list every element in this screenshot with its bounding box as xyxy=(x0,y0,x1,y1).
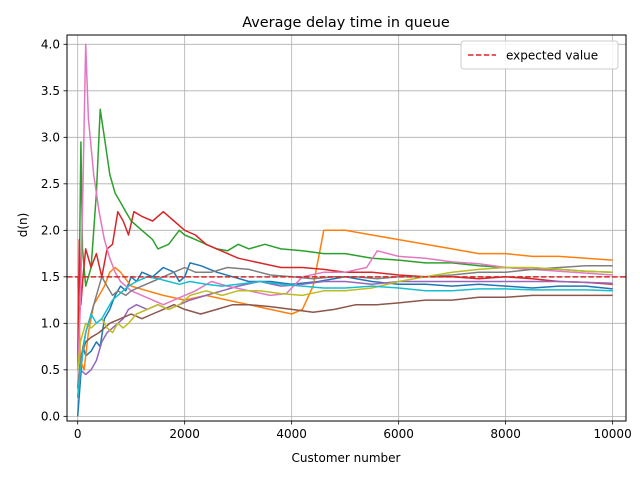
series-line-9 xyxy=(76,266,613,370)
chart-title: Average delay time in queue xyxy=(242,15,450,31)
y-tick-label: 1.5 xyxy=(41,270,60,284)
series-line-2 xyxy=(76,229,613,371)
series-line-6 xyxy=(76,294,613,389)
x-tick-label: 10000 xyxy=(594,427,632,441)
y-tick-label: 3.5 xyxy=(41,84,60,98)
legend-label-expected-value: expected value xyxy=(506,49,598,63)
axes-frame xyxy=(66,34,627,422)
plot-area xyxy=(67,43,626,417)
y-axis: 0.0 0.5 1.0 1.5 2.0 2.5 3.0 3.5 4.0 xyxy=(41,38,67,424)
x-tick-label: 4000 xyxy=(276,427,307,441)
series-line-3 xyxy=(76,108,613,370)
grid xyxy=(67,35,626,421)
series-line-5 xyxy=(76,280,613,398)
x-axis: 0 2000 4000 6000 8000 10000 xyxy=(74,421,632,441)
y-tick-label: 3.0 xyxy=(41,131,60,145)
y-tick-label: 2.5 xyxy=(41,177,60,191)
series-line-7 xyxy=(76,43,613,370)
y-tick-label: 2.0 xyxy=(41,224,60,238)
y-tick-label: 0.5 xyxy=(41,363,60,377)
series-line-8 xyxy=(76,264,613,389)
legend-box xyxy=(460,40,619,70)
x-tick-label: 0 xyxy=(74,427,82,441)
y-tick-label: 0.0 xyxy=(41,410,60,424)
legend: expected value xyxy=(460,40,619,70)
x-tick-label: 6000 xyxy=(383,427,414,441)
y-axis-label: d(n) xyxy=(16,213,30,238)
x-tick-label: 2000 xyxy=(169,427,200,441)
x-axis-label: Customer number xyxy=(292,451,401,465)
series-line-10 xyxy=(76,276,613,398)
series-line-1 xyxy=(76,262,613,417)
y-tick-label: 4.0 xyxy=(41,38,60,52)
y-tick-label: 1.0 xyxy=(41,317,60,331)
x-tick-label: 8000 xyxy=(490,427,521,441)
